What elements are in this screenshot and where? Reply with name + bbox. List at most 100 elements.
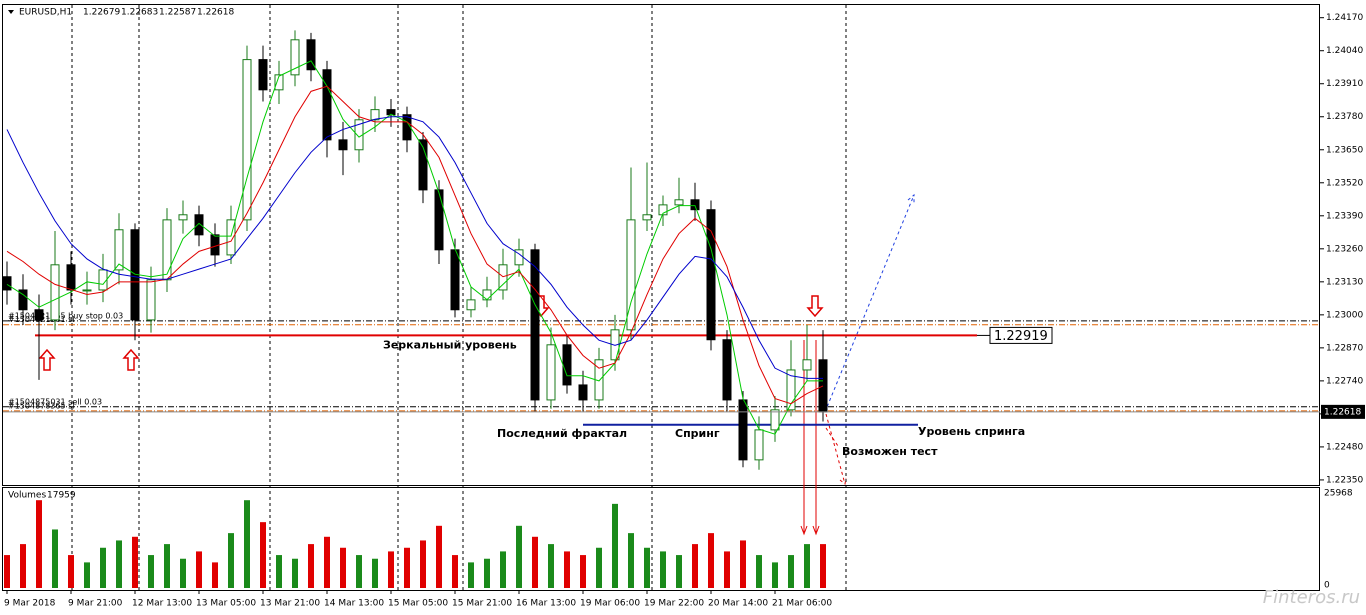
annotation: Возможен тест: [842, 445, 938, 458]
y-tick-label: 1.23000: [1326, 310, 1363, 320]
volume-bar: [596, 547, 602, 588]
candle-body: [114, 229, 124, 271]
volume-bar: [340, 547, 346, 588]
volume-bar: [244, 500, 250, 588]
volume-tick-label: 25968: [1324, 489, 1353, 499]
candle-body: [674, 199, 684, 206]
candle-body: [706, 209, 716, 341]
x-tick-label: 15 Mar 21:00: [452, 599, 512, 609]
volume-bar: [4, 555, 10, 588]
volume-bar: [644, 547, 650, 588]
volume-bar: [628, 533, 634, 588]
volume-last: 17959: [47, 491, 76, 501]
order-label: #1504875031 sell 0.03: [8, 397, 102, 406]
candle-body: [450, 249, 460, 311]
candle-body: [34, 309, 44, 321]
level-value: 1.22919: [994, 329, 1048, 344]
candle-body: [482, 289, 492, 301]
y-tick-label: 1.22480: [1326, 442, 1363, 452]
moving-average: [6, 85, 824, 405]
candle-body: [322, 69, 332, 141]
candle-body: [258, 59, 268, 91]
candle-body: [2, 276, 12, 291]
candle-body: [418, 139, 428, 191]
volume-bar: [516, 525, 522, 588]
volume-bar: [388, 551, 394, 588]
volume-bar: [212, 562, 218, 588]
volume-arrows: [800, 340, 820, 536]
candle-body: [50, 264, 60, 321]
volume-bar: [420, 540, 426, 588]
level-box: [989, 326, 1053, 344]
volume-bar: [132, 536, 138, 588]
volume-bar: [692, 544, 698, 588]
x-tick-label: 19 Mar 06:00: [580, 599, 640, 609]
volume-bar: [756, 555, 762, 588]
candle-body: [402, 114, 412, 141]
x-tick-label: 20 Mar 14:00: [708, 599, 768, 609]
header-value: 1.22587: [159, 8, 196, 18]
volume-bar: [260, 522, 266, 588]
candle-body: [146, 279, 156, 321]
volume-bar: [564, 551, 570, 588]
candle-body: [290, 39, 300, 76]
volume-bar: [820, 544, 826, 588]
candle-body: [642, 214, 652, 221]
order-label: #1504878365 sl: [8, 401, 75, 410]
volume-bar: [468, 562, 474, 588]
header-values: 1.22679 1.22683 1.22587 1.22618: [83, 8, 234, 18]
volume-bar: [196, 551, 202, 588]
volume-bar: [532, 536, 538, 588]
order-label: #1504821365 buy stop 0.03: [8, 311, 123, 320]
volume-bar: [484, 558, 490, 588]
y-tick-label: 1.23390: [1326, 211, 1363, 221]
annotation: Последний фрактал: [497, 427, 627, 440]
candle-body: [162, 219, 172, 281]
current-price: 1.22618: [1324, 407, 1361, 417]
volume-bar: [452, 555, 458, 588]
candle-body: [98, 269, 108, 291]
mirror-label: Зеркальный уровень: [383, 338, 517, 351]
y-tick-label: 1.23520: [1326, 178, 1363, 188]
moving-average: [6, 60, 823, 435]
volume-bar: [356, 555, 362, 588]
volume-tick-label: 0: [1324, 581, 1330, 591]
volume-bar: [404, 547, 410, 588]
x-tick-label: 16 Mar 13:00: [516, 599, 576, 609]
volume-bar: [772, 562, 778, 588]
volume-frame: [2, 487, 1320, 591]
candle-body: [498, 264, 508, 291]
volume-bar: [660, 551, 666, 588]
candle-body: [690, 199, 700, 211]
y-tick-label: 1.22350: [1326, 475, 1363, 485]
candle-body: [658, 204, 668, 216]
candle-body: [786, 369, 796, 411]
candle-body: [242, 59, 252, 221]
candle-body: [530, 249, 540, 401]
volume-bar: [84, 562, 90, 588]
candle-body: [194, 214, 204, 236]
volume-bar: [164, 544, 170, 588]
x-tick-label: 15 Mar 05:00: [388, 599, 448, 609]
header-value: 1.22618: [197, 8, 234, 18]
candle-body: [178, 214, 188, 221]
candle-body: [370, 109, 380, 121]
y-tick-label: 1.23650: [1326, 145, 1363, 155]
x-tick-label: 19 Mar 22:00: [644, 599, 704, 609]
volume-bar: [100, 547, 106, 588]
volume-bar: [36, 500, 42, 588]
candle-body: [546, 344, 556, 401]
annotation: Спринг: [675, 427, 720, 440]
y-tick-label: 1.23260: [1326, 244, 1363, 254]
candle-body: [82, 289, 92, 292]
candle-body: [738, 399, 748, 461]
x-tick-label: 21 Mar 06:00: [772, 599, 832, 609]
watermark: Finteros.ru: [1263, 587, 1360, 608]
volume-bar: [308, 544, 314, 588]
menu-triangle[interactable]: [8, 10, 14, 14]
volume-bar: [276, 555, 282, 588]
y-tick-label: 1.22870: [1326, 343, 1363, 353]
y-tick-label: 1.23910: [1326, 79, 1363, 89]
candle-body: [66, 264, 76, 291]
